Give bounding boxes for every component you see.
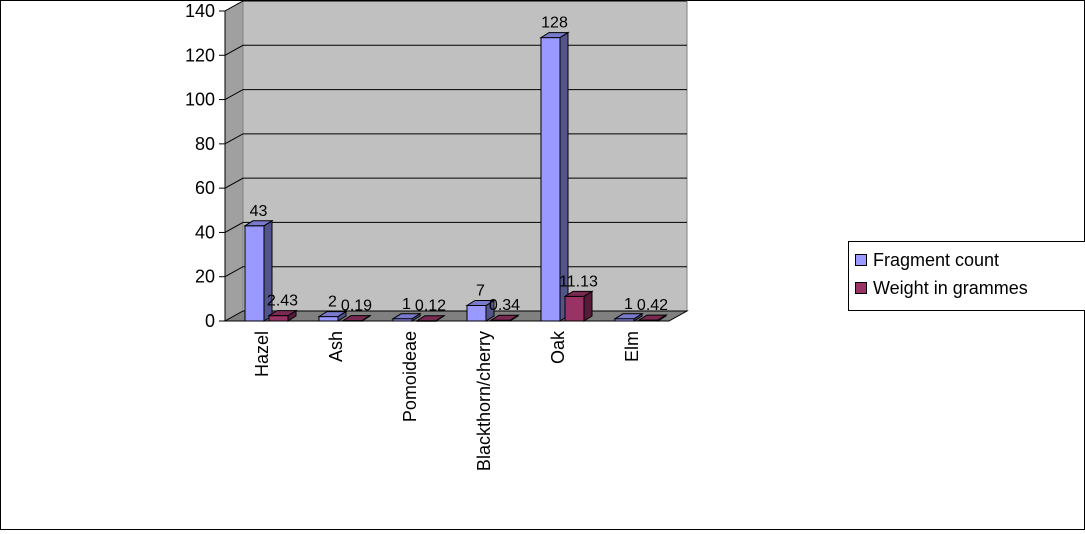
bar	[268, 315, 289, 322]
legend-label: Fragment count	[873, 249, 1000, 270]
bar-top	[465, 300, 496, 306]
y-tick-label: 120	[185, 45, 215, 65]
x-tick-label: Hazel	[252, 331, 272, 377]
bar-top	[317, 311, 348, 318]
plot-side-wall	[224, 0, 244, 322]
x-tick-label: Oak	[548, 330, 568, 364]
bar-top	[637, 314, 668, 321]
gridline	[224, 177, 687, 189]
y-tick-label: 0	[205, 311, 215, 331]
legend-item-fragment-count: Fragment count	[855, 250, 999, 270]
data-label: 0.19	[341, 298, 372, 315]
bar-top	[613, 313, 644, 320]
legend-label: Weight in grammes	[873, 277, 1028, 298]
x-tick-label: Ash	[326, 331, 346, 362]
data-label: 0.12	[415, 298, 446, 315]
gridline	[224, 133, 687, 145]
legend-item-weight: Weight in grammes	[855, 278, 1028, 298]
bar-top	[489, 314, 520, 321]
data-label: 2.43	[267, 293, 298, 310]
plot-back-wall	[242, 0, 688, 312]
bar-top	[563, 290, 594, 297]
legend-swatch-fragment-count	[855, 254, 867, 266]
data-label: 7	[476, 283, 485, 300]
bar-top	[267, 310, 298, 317]
bar	[564, 295, 585, 322]
x-tick-label: Pomoideae	[400, 331, 420, 422]
data-label: 1	[402, 296, 411, 313]
gridline	[224, 266, 687, 278]
x-tick-label: Elm	[622, 331, 642, 362]
bar-top	[415, 315, 446, 322]
bar	[318, 316, 339, 322]
bar-top	[243, 220, 274, 227]
data-label: 43	[250, 203, 268, 220]
bar	[540, 37, 561, 322]
data-label: 0.42	[637, 297, 668, 314]
bar-top	[341, 315, 372, 322]
data-label: 1	[624, 296, 633, 313]
bar	[466, 305, 487, 322]
x-tick-label: Blackthorn/cherry	[474, 331, 494, 471]
y-tick-label: 80	[195, 134, 215, 154]
y-tick-label: 20	[195, 267, 215, 287]
gridline	[224, 0, 687, 12]
gridline	[224, 89, 687, 101]
data-label: 11.13	[559, 273, 598, 290]
data-label: 0.34	[489, 297, 520, 314]
bar-top	[539, 32, 570, 39]
y-tick-label: 60	[195, 178, 215, 198]
data-label: 2	[328, 294, 337, 311]
bar-top	[391, 313, 422, 320]
data-label: 128	[541, 15, 568, 32]
gridline	[224, 221, 687, 233]
y-tick-label: 100	[185, 90, 215, 110]
y-tick-label: 140	[185, 1, 215, 21]
y-tick-label: 40	[195, 222, 215, 242]
bar	[244, 225, 265, 322]
legend-swatch-weight	[855, 282, 867, 294]
legend: Fragment count Weight in grammes	[848, 241, 1085, 311]
gridline	[224, 44, 687, 56]
